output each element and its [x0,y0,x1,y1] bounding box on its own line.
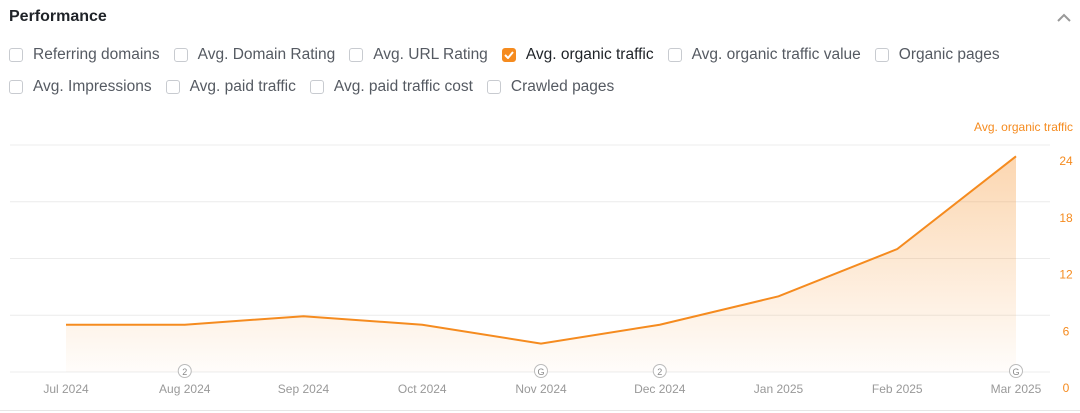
checkbox-label: Referring domains [33,46,160,63]
annotation-marker-icon [534,364,548,378]
metric-checkbox[interactable]: Avg. organic traffic value [667,46,861,64]
metric-checkbox[interactable]: Avg. URL Rating [349,46,488,64]
x-tick-label: Oct 2024 [398,382,447,396]
series-line [66,155,1017,345]
section-title: Performance [9,8,107,25]
checkbox-label: Avg. paid traffic [189,78,296,95]
metric-checkbox[interactable]: Avg. organic traffic [501,46,654,64]
x-tick-label: Sep 2024 [278,382,330,396]
divider [0,410,1080,411]
annotation-marker-label: G [537,367,544,377]
x-tick-label: Jan 2025 [754,382,804,396]
checkbox-label: Organic pages [898,46,1000,63]
series-label: Avg. organic traffic [974,120,1073,134]
annotation-marker-icon [652,364,667,378]
checkbox-label: Avg. Domain Rating [197,46,336,63]
metric-options-row-1: Referring domains Avg. Domain Rating Avg. … [9,46,1014,64]
metric-checkbox[interactable]: Avg. paid traffic [165,78,296,96]
metric-checkbox[interactable]: Referring domains [9,46,160,64]
checkbox-icon[interactable] [9,48,23,62]
metric-checkbox[interactable]: Avg. Impressions [9,78,152,96]
metric-checkbox[interactable]: Organic pages [874,46,1000,64]
checkbox-label: Crawled pages [510,78,615,95]
checkbox-icon[interactable] [309,80,324,94]
checkbox-label: Avg. URL Rating [373,46,488,63]
checkbox-icon[interactable] [874,48,889,62]
annotation-marker-label: 2 [182,367,187,377]
y-tick-label: 0 [1063,381,1070,395]
x-tick-label: Mar 2025 [991,382,1042,396]
x-tick-label: Nov 2024 [515,382,567,396]
y-tick-label: 24 [1059,154,1073,168]
checkbox-icon[interactable] [501,48,516,62]
x-tick-label: Feb 2025 [872,382,923,396]
metric-options-row-2: Avg. Impressions Avg. paid traffic Avg. pa… [9,78,628,96]
annotation-marker-icon [177,364,192,378]
metric-checkbox[interactable]: Crawled pages [486,78,615,96]
y-tick-label: 6 [1063,324,1070,338]
chevron-up-icon[interactable] [1056,10,1072,24]
annotation-marker-label: G [1012,367,1019,377]
x-tick-label: Jul 2024 [43,382,89,396]
checkbox-label: Avg. paid traffic cost [333,78,473,95]
checkbox-icon[interactable] [173,48,188,62]
checkbox-icon[interactable] [349,48,364,62]
annotation-marker-icon [1009,364,1023,378]
checkbox-label: Avg. Impressions [33,78,152,95]
x-tick-label: Dec 2024 [634,382,686,396]
metric-checkbox[interactable]: Avg. paid traffic cost [309,78,473,96]
area-fill [66,156,1016,372]
x-tick-label: Aug 2024 [159,382,211,396]
checkbox-label: Avg. organic traffic value [691,46,861,63]
checkbox-icon[interactable] [165,80,180,94]
checkbox-label: Avg. organic traffic [525,46,654,63]
checkbox-icon[interactable] [486,80,501,94]
annotation-marker-label: 2 [657,367,662,377]
y-tick-label: 12 [1059,268,1073,282]
checkbox-icon[interactable] [667,48,682,62]
y-tick-label: 18 [1059,211,1073,225]
checkbox-icon[interactable] [9,80,23,94]
metric-checkbox[interactable]: Avg. Domain Rating [173,46,336,64]
